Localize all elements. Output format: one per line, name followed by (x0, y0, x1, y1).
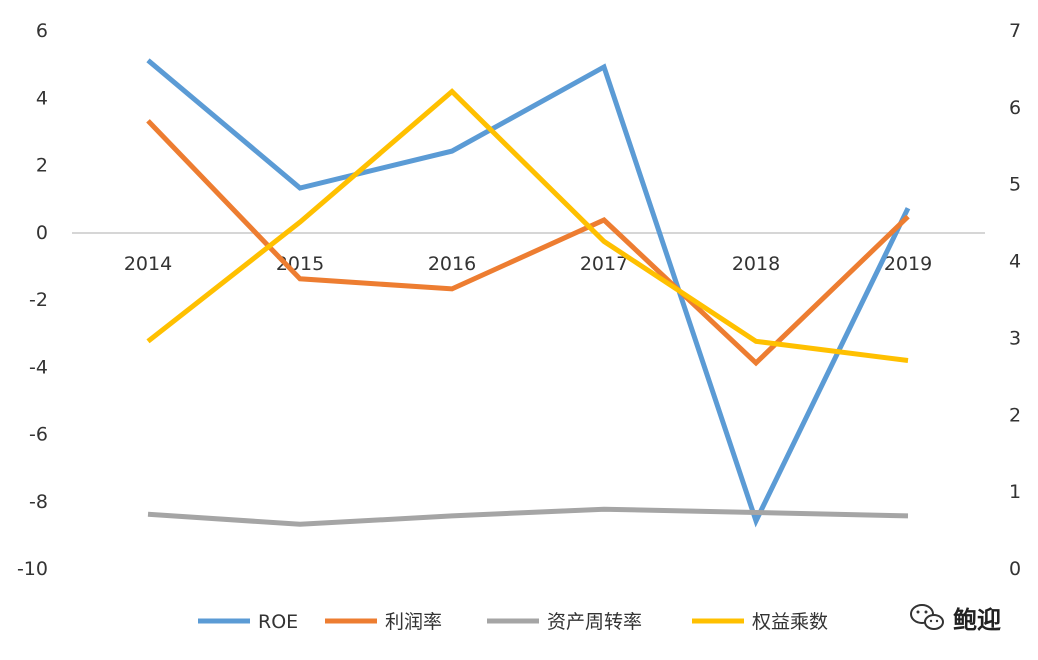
right-tick-label: 7 (1009, 20, 1021, 42)
left-tick-label: -10 (17, 558, 48, 580)
watermark-text: 鲍迎 (953, 606, 1001, 634)
right-tick-label: 6 (1009, 97, 1021, 119)
right-tick-label: 4 (1009, 251, 1021, 273)
left-tick-label: 4 (36, 87, 48, 109)
x-tick-label: 2016 (428, 253, 476, 275)
legend: ROE 利润率 资产周转率 权益乘数 (198, 611, 828, 633)
series-line-equity-multiplier (146, 88, 909, 363)
series-line-asset-turnover (147, 506, 909, 527)
right-tick-label: 2 (1009, 404, 1021, 426)
left-tick-label: -4 (29, 356, 48, 378)
left-tick-label: 6 (36, 20, 48, 42)
series-line-roe (146, 58, 911, 528)
x-tick-label: 2019 (884, 253, 932, 275)
right-axis: 7 6 5 4 3 2 1 0 (1009, 20, 1021, 580)
x-tick-label: 2014 (124, 253, 172, 275)
legend-label-equity-multiplier: 权益乘数 (752, 611, 828, 633)
right-tick-label: 5 (1009, 174, 1021, 196)
series-line-profit-margin (146, 119, 910, 367)
left-tick-label: 2 (36, 155, 48, 177)
x-axis: 2014 2015 2016 2017 2018 2019 (124, 253, 932, 275)
legend-label-asset-turnover: 资产周转率 (547, 611, 642, 633)
right-tick-label: 0 (1009, 558, 1021, 580)
x-tick-label: 2018 (732, 253, 780, 275)
wechat-icon (910, 604, 944, 630)
left-tick-label: -2 (29, 289, 48, 311)
legend-label-roe: ROE (258, 611, 298, 633)
left-tick-label: 0 (36, 222, 48, 244)
x-tick-label: 2017 (580, 253, 628, 275)
watermark: 鲍迎 (910, 604, 1001, 634)
right-tick-label: 1 (1009, 481, 1021, 503)
left-tick-label: -6 (29, 424, 48, 446)
legend-label-profit-margin: 利润率 (385, 611, 442, 633)
left-tick-label: -8 (29, 491, 48, 513)
series-group (146, 58, 911, 528)
right-tick-label: 3 (1009, 327, 1021, 349)
left-axis: 6 4 2 0 -2 -4 -6 -8 -10 (17, 20, 48, 580)
